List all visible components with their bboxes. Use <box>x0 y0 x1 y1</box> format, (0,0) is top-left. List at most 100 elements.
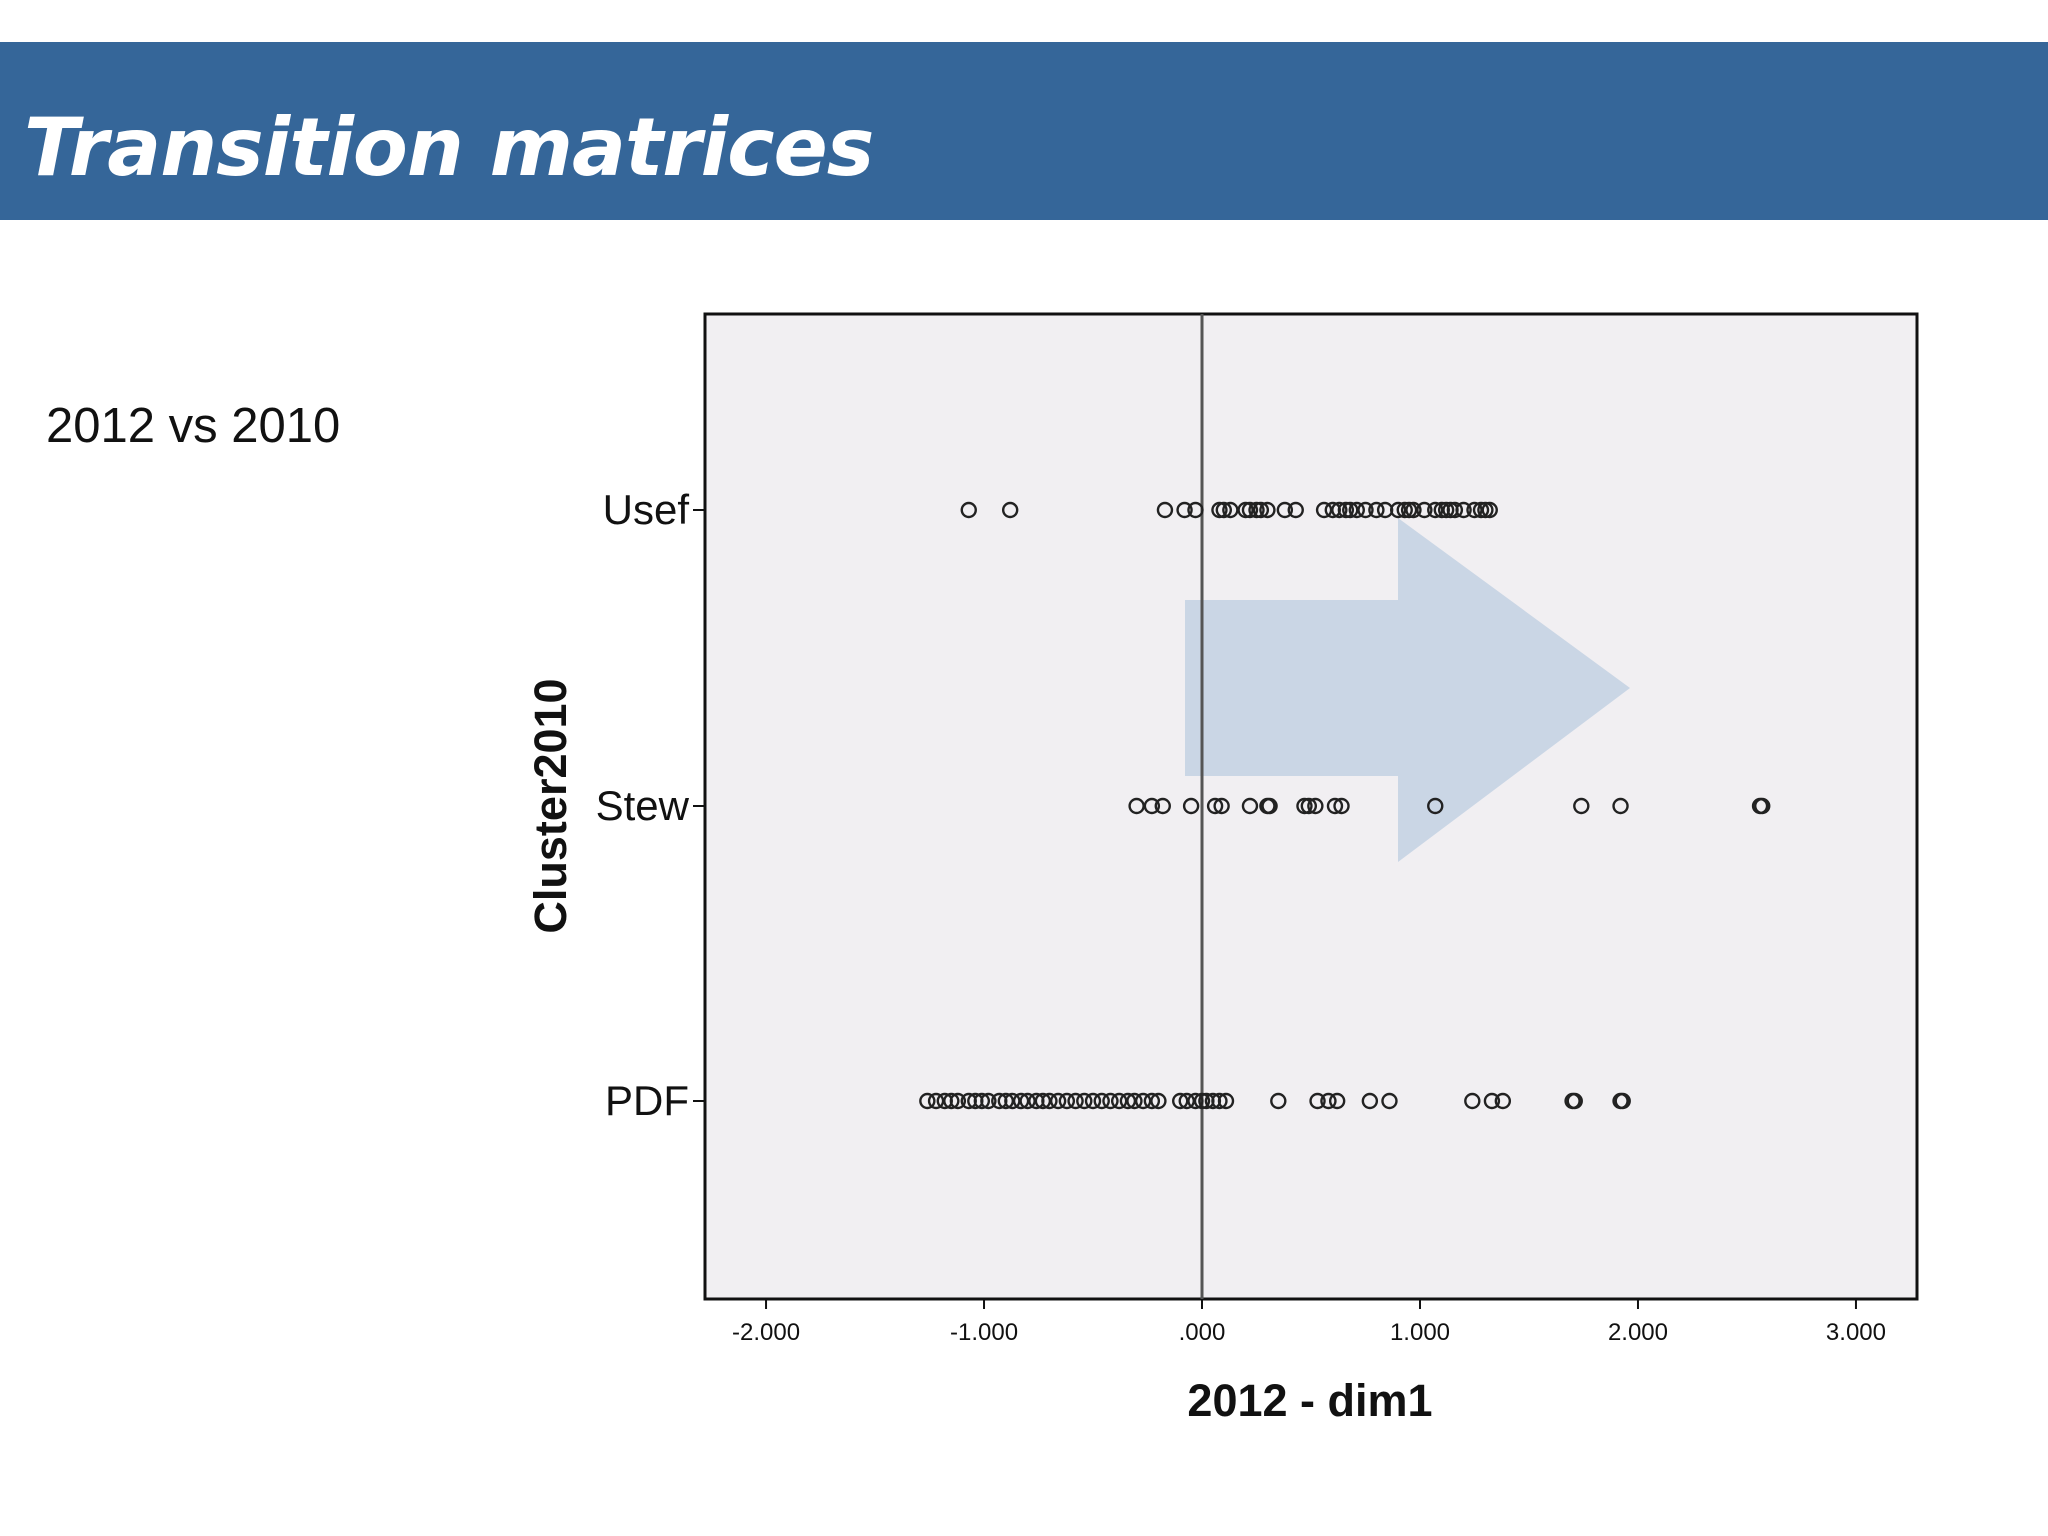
x-axis: -2.000 -1.000 .000 1.000 2.000 3.000 <box>732 1299 1886 1346</box>
data-point <box>1307 797 1324 815</box>
data-point <box>1187 1092 1204 1110</box>
data-point <box>1477 501 1494 519</box>
data-point <box>1211 1092 1228 1110</box>
data-point <box>1217 1092 1235 1110</box>
data-point <box>1612 797 1629 815</box>
data-point <box>1427 797 1444 815</box>
data-point <box>1573 797 1590 815</box>
data-point <box>1494 1092 1512 1110</box>
data-point <box>1126 1092 1143 1110</box>
data-point <box>1472 501 1490 519</box>
data-point <box>1389 501 1407 519</box>
data-point <box>1134 1092 1152 1110</box>
data-point <box>1034 1092 1052 1110</box>
data-point <box>980 1092 997 1110</box>
data-point <box>1176 501 1193 519</box>
data-point <box>973 1092 991 1110</box>
data-point <box>1187 501 1204 519</box>
data-point <box>1241 797 1259 815</box>
x-tick-label: 1.000 <box>1390 1319 1450 1346</box>
slide-title: Transition matrices <box>24 101 874 194</box>
title-bar <box>0 42 2048 220</box>
data-point <box>1614 1092 1631 1110</box>
data-point <box>1315 501 1333 519</box>
x-tick-label: .000 <box>1179 1319 1226 1346</box>
data-point <box>949 1092 967 1110</box>
data-point <box>1004 1092 1021 1110</box>
data-point <box>1331 501 1348 519</box>
data-point <box>1093 1092 1110 1110</box>
x-axis-title: 2012 - dim1 <box>1187 1375 1432 1426</box>
data-point <box>1342 501 1359 519</box>
y-tick-label: Stew <box>596 782 690 829</box>
data-point <box>1348 501 1365 519</box>
data-point <box>1381 1092 1398 1110</box>
data-point <box>1437 501 1455 519</box>
data-point <box>1143 797 1161 815</box>
data-point <box>1206 797 1224 815</box>
data-point <box>1182 797 1200 815</box>
data-point <box>1270 1092 1287 1110</box>
data-point <box>1119 1092 1137 1110</box>
data-point <box>1464 1092 1481 1110</box>
data-point <box>943 1092 960 1110</box>
data-point <box>1483 1092 1501 1110</box>
x-tick-label: -1.000 <box>950 1319 1018 1346</box>
data-point <box>1455 501 1472 519</box>
data-point <box>1252 501 1270 519</box>
data-points-group <box>919 501 1771 1110</box>
data-point <box>1241 501 1259 519</box>
data-point <box>1427 501 1444 519</box>
data-point <box>1049 1092 1067 1110</box>
data-point <box>1154 797 1171 815</box>
y-tick-label: PDF <box>605 1077 689 1124</box>
x-tick-label: 3.000 <box>1826 1319 1886 1346</box>
data-point <box>1041 1092 1058 1110</box>
data-point <box>1566 1092 1583 1110</box>
data-point <box>1237 501 1254 519</box>
data-point <box>1368 501 1385 519</box>
data-point <box>1416 501 1433 519</box>
data-point <box>1178 1092 1195 1110</box>
data-point <box>1248 501 1265 519</box>
data-point <box>1337 501 1355 519</box>
data-point <box>1326 797 1344 815</box>
data-point <box>1215 501 1233 519</box>
plot-area <box>703 312 1919 1301</box>
x-tick-label: -2.000 <box>732 1319 800 1346</box>
data-point <box>1143 1092 1161 1110</box>
data-point <box>1309 1092 1326 1110</box>
data-point <box>1328 1092 1346 1110</box>
slide-subtitle: 2012 vs 2010 <box>46 399 341 453</box>
data-point <box>1333 797 1350 815</box>
y-axis-title: Cluster2010 <box>525 678 576 933</box>
data-point <box>1150 1092 1167 1110</box>
data-point <box>919 1092 936 1110</box>
data-point <box>1193 1092 1211 1110</box>
data-point <box>927 1092 945 1110</box>
data-point <box>1405 501 1422 519</box>
data-point <box>1296 797 1313 815</box>
data-point <box>1211 501 1228 519</box>
data-point <box>1261 797 1278 815</box>
data-point <box>1076 1092 1093 1110</box>
data-point <box>1481 501 1498 519</box>
data-point <box>1001 501 1019 519</box>
data-point <box>1012 1092 1030 1110</box>
data-point <box>1466 501 1483 519</box>
data-point <box>997 1092 1015 1110</box>
data-point <box>1396 501 1413 519</box>
data-point <box>1754 797 1771 815</box>
data-point <box>1300 797 1318 815</box>
y-axis: Usef Stew PDF <box>596 486 705 1124</box>
y-tick-label: Usef <box>603 486 690 533</box>
data-point <box>1446 501 1464 519</box>
data-point <box>960 501 977 519</box>
data-point <box>1361 1092 1379 1110</box>
x-tick-label: 2.000 <box>1608 1319 1668 1346</box>
data-point <box>1400 501 1418 519</box>
data-point <box>1357 501 1374 519</box>
data-point <box>1067 1092 1084 1110</box>
trend-arrow-shape <box>1185 518 1630 862</box>
